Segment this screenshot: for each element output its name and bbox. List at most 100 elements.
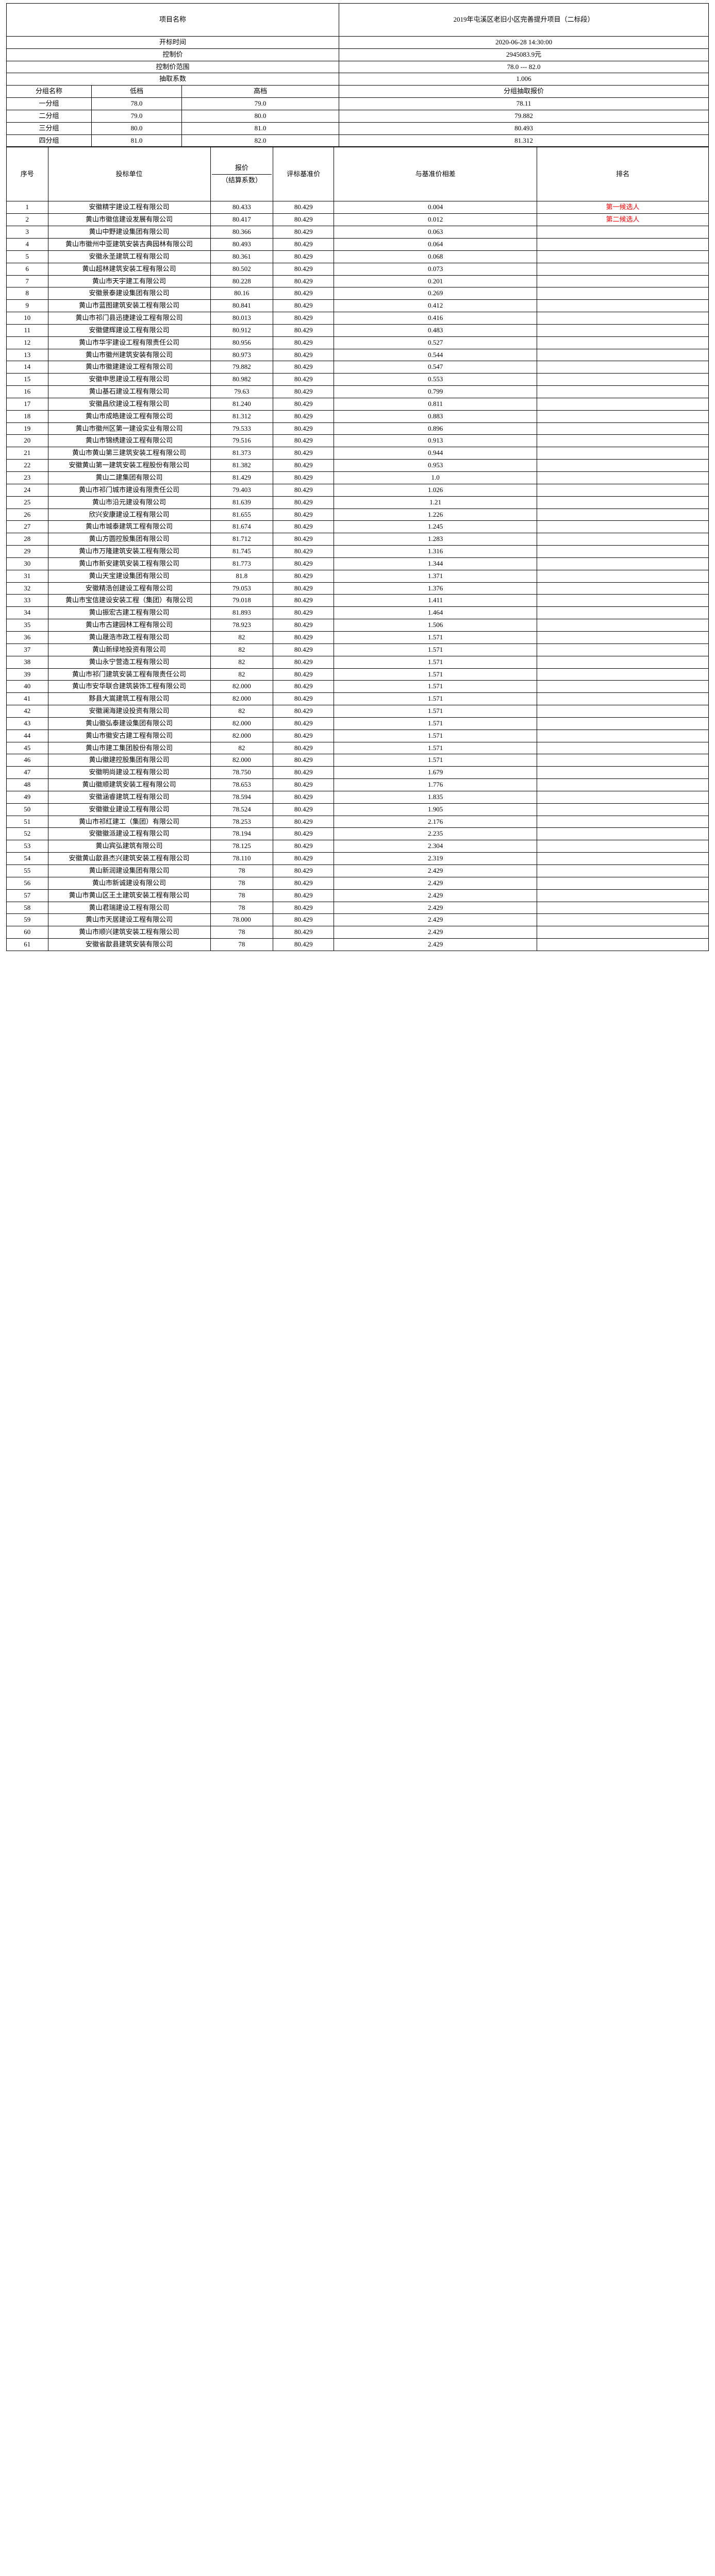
row-base-price: 80.429 [273,705,335,718]
row-rank [537,336,709,349]
row-bidder-name: 黄山市蓝图建筑安装工程有限公司 [47,299,211,313]
row-price: 78.653 [210,778,274,791]
row-diff: 1.344 [334,557,538,570]
row-diff: 0.063 [334,226,538,239]
row-price: 81.8 [210,569,274,583]
row-diff: 1.835 [334,790,538,804]
row-bidder-name: 黄山市安华联合建筑装饰工程有限公司 [47,680,211,693]
row-bidder-name: 欣兴安康建设工程有限公司 [47,508,211,521]
row-rank [537,471,709,484]
row-rank [537,422,709,435]
row-index: 40 [6,680,48,693]
group-header-picked: 分组抽取报价 [339,85,709,98]
group-header-row: 分组名称 低档 高档 分组抽取报价 [6,85,709,98]
row-price: 81.773 [210,557,274,570]
row-index: 47 [6,766,48,779]
row-diff: 1.679 [334,766,538,779]
group-picked: 78.11 [339,97,709,110]
row-index: 56 [6,876,48,890]
row-price: 78.194 [210,827,274,841]
row-bidder-name: 黄山超林建筑安装工程有限公司 [47,262,211,276]
row-base-price: 80.429 [273,434,335,448]
row-bidder-name: 黄山市祁门建筑安装工程有限责任公司 [47,668,211,681]
row-rank [537,729,709,742]
row-price: 79.882 [210,361,274,374]
row-rank [537,680,709,693]
control-price-label: 控制价 [6,48,340,61]
table-row: 23 黄山二建集团有限公司 81.429 80.429 1.0 [6,471,709,484]
table-row: 38 黄山永宁营造工程有限公司 82 80.429 1.571 [6,655,709,669]
row-rank [537,373,709,386]
table-row: 44 黄山市徽安古建工程有限公司 82.000 80.429 1.571 [6,729,709,742]
row-base-price: 80.429 [273,373,335,386]
row-bidder-name: 安徽永圣建筑工程有限公司 [47,250,211,263]
row-diff: 0.913 [334,434,538,448]
row-index: 20 [6,434,48,448]
row-diff: 0.811 [334,397,538,411]
row-base-price: 80.429 [273,385,335,398]
header-base-price: 评标基准价 [273,147,335,202]
row-price: 80.361 [210,250,274,263]
row-bidder-name: 安徽黄山第一建筑安装工程股份有限公司 [47,459,211,472]
row-index: 41 [6,692,48,706]
table-row: 9 黄山市蓝图建筑安装工程有限公司 80.841 80.429 0.412 [6,299,709,313]
row-base-price: 80.429 [273,348,335,362]
row-base-price: 80.429 [273,582,335,595]
row-bidder-name: 黄山市祁门县迅捷建设工程有限公司 [47,312,211,325]
group-name: 一分组 [6,97,92,110]
row-diff: 1.905 [334,803,538,816]
table-row: 51 黄山市祁红建工（集团）有限公司 78.253 80.429 2.176 [6,815,709,828]
row-diff: 0.004 [334,201,538,214]
row-base-price: 80.429 [273,778,335,791]
row-price: 79.63 [210,385,274,398]
project-name-label: 项目名称 [6,3,340,37]
row-bidder-name: 黄山基石建设工程有限公司 [47,385,211,398]
row-price: 81.382 [210,459,274,472]
row-rank [537,913,709,927]
row-rank [537,496,709,509]
row-index: 36 [6,631,48,644]
header-index: 序号 [6,147,48,202]
row-rank [537,631,709,644]
table-row: 28 黄山方圆控股集团有限公司 81.712 80.429 1.283 [6,533,709,546]
row-diff: 2.235 [334,827,538,841]
group-name: 三分组 [6,122,92,135]
row-base-price: 80.429 [273,557,335,570]
row-index: 45 [6,741,48,755]
row-index: 30 [6,557,48,570]
row-diff: 0.483 [334,324,538,337]
row-index: 49 [6,790,48,804]
row-price: 80.433 [210,201,274,214]
row-index: 14 [6,361,48,374]
table-row: 14 黄山市徽建建设工程有限公司 79.882 80.429 0.547 [6,361,709,374]
row-base-price: 80.429 [273,483,335,497]
row-diff: 0.544 [334,348,538,362]
bid-summary-table: 项目名称 2019年屯溪区老旧小区完善提升项目（二标段） 开标时间 2020-0… [6,3,709,147]
row-diff: 1.571 [334,754,538,767]
row-base-price: 80.429 [273,397,335,411]
control-range-label: 控制价范围 [6,60,340,74]
row-price: 78 [210,926,274,939]
row-price: 82.000 [210,729,274,742]
row-base-price: 80.429 [273,275,335,288]
row-bidder-name: 黄山市天宇建工有限公司 [47,275,211,288]
row-rank [537,545,709,558]
row-rank [537,324,709,337]
row-diff: 0.547 [334,361,538,374]
row-index: 22 [6,459,48,472]
row-base-price: 80.429 [273,312,335,325]
row-price: 80.013 [210,312,274,325]
row-index: 52 [6,827,48,841]
row-rank [537,533,709,546]
row-index: 3 [6,226,48,239]
row-index: 24 [6,483,48,497]
row-bidder-name: 安徽徽派建设工程有限公司 [47,827,211,841]
project-info-section: 项目名称 2019年屯溪区老旧小区完善提升项目（二标段） 开标时间 2020-0… [6,3,709,86]
row-bidder-name: 安徽省歙县建筑安装有限公司 [47,938,211,951]
row-base-price: 80.429 [273,569,335,583]
row-base-price: 80.429 [273,299,335,313]
row-index: 61 [6,938,48,951]
row-index: 29 [6,545,48,558]
coefficient-value: 1.006 [339,73,709,86]
coefficient-label: 抽取系数 [6,73,340,86]
